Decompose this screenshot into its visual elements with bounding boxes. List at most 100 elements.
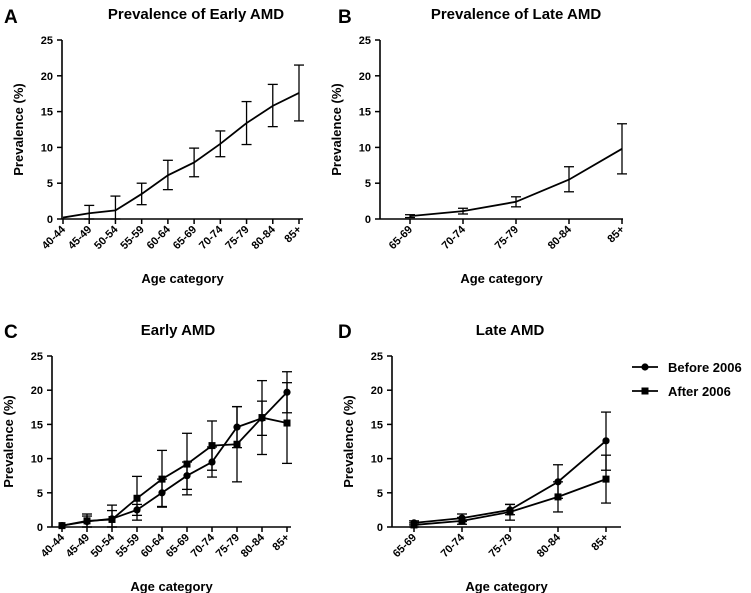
y-tick-label: 25 [41,35,53,47]
x-tick-label: 75-79 [214,532,242,560]
chart-title: Late AMD [476,322,545,339]
x-tick-label: 75-79 [223,224,251,252]
y-tick-label: 5 [47,178,53,190]
panel-letter: A [4,7,18,28]
x-tick-label: 85+ [605,224,627,246]
series-line [61,391,288,527]
x-tick-label: 45-49 [64,532,92,560]
x-tick-label: 65-69 [391,532,419,560]
x-axis-label: Age category [460,271,543,286]
series-after-2006 [58,379,292,530]
panel-c: C Early AMD 0 5 10 15 20 25 40-4445-4950-5455-59… [1,322,292,593]
x-tick-label: 75-79 [487,532,515,560]
chart-title: Prevalence of Early AMD [108,6,284,23]
y-tick-label: 20 [371,385,383,397]
data-point [158,475,166,483]
data-point [83,517,91,525]
series-after-2006 [409,454,611,529]
x-tick-label: 40-44 [40,223,69,252]
y-axis-label: Prevalence (%) [11,83,26,176]
legend-marker-circle [641,363,649,371]
y-axis-label: Prevalence (%) [1,395,16,488]
x-tick-label: 75-79 [493,224,521,252]
y-tick-label: 0 [37,522,43,534]
panel-letter: D [338,322,352,343]
data-point [506,508,514,516]
y-tick-label: 0 [365,214,371,226]
x-tick-label: 50-54 [92,223,121,252]
data-point [208,442,216,450]
y-tick-label: 15 [371,419,383,431]
data-point [458,517,466,525]
y-tick-label: 25 [31,351,43,363]
legend-label: After 2006 [668,384,731,399]
x-tick-label: 60-64 [145,223,174,252]
y-tick-label: 5 [37,488,43,500]
x-axis-label: Age category [130,579,213,593]
x-tick-label: 40-44 [39,531,68,560]
x-tick-label: 70-74 [197,223,226,252]
series-early-amd [62,64,304,220]
x-tick-label: 85+ [589,532,611,554]
y-tick-label: 15 [359,107,371,119]
x-tick-label: 45-49 [66,224,94,252]
series-line [62,92,300,219]
data-point [133,494,141,502]
y-tick-label: 10 [371,454,383,466]
y-tick-label: 10 [359,142,371,154]
x-axis-label: Age category [141,271,224,286]
data-point [602,475,610,483]
legend-label: Before 2006 [668,360,742,375]
chart-title: Early AMD [141,322,216,339]
data-point [58,522,66,530]
x-tick-label: 65-69 [171,224,199,252]
x-tick-label: 55-59 [114,532,142,560]
x-tick-label: 70-74 [440,223,469,252]
y-tick-label: 5 [365,178,371,190]
data-point [554,493,562,501]
y-tick-label: 25 [359,35,371,47]
data-point [183,460,191,468]
x-tick-label: 80-84 [546,223,575,252]
data-point [258,414,266,422]
y-tick-label: 5 [377,488,383,500]
x-tick-label: 60-64 [139,531,168,560]
x-tick-label: 85+ [282,224,304,246]
x-tick-label: 80-84 [250,223,279,252]
x-tick-label: 70-74 [439,531,468,560]
x-tick-label: 65-69 [164,532,192,560]
x-tick-label: 85+ [270,532,292,554]
y-tick-label: 0 [47,214,53,226]
y-tick-label: 20 [359,71,371,83]
series-line [61,416,288,527]
panel-letter: C [4,322,18,343]
y-tick-label: 0 [377,522,383,534]
legend: Before 2006 After 2006 [632,360,742,399]
x-tick-label: 70-74 [189,531,218,560]
data-point [410,521,418,529]
x-axis-label: Age category [465,579,548,593]
series-late-amd [405,123,627,219]
x-tick-label: 50-54 [89,531,118,560]
series-before-2006 [58,371,292,530]
y-tick-label: 20 [31,385,43,397]
x-tick-label: 80-84 [535,531,564,560]
data-point [108,515,116,523]
data-point [233,440,241,448]
x-tick-label: 80-84 [239,531,268,560]
x-tick-label: 55-59 [118,224,146,252]
y-tick-label: 15 [31,419,43,431]
legend-marker-square [641,387,649,395]
data-point [602,437,610,445]
panel-d: D Late AMD 0 5 10 15 20 25 65-69 70-74 75-79 80-84 8… [338,322,742,593]
y-tick-label: 25 [371,351,383,363]
y-tick-label: 10 [41,142,53,154]
data-point [283,419,291,427]
y-axis-label: Prevalence (%) [341,395,356,488]
y-tick-label: 10 [31,454,43,466]
panel-a: A Prevalence of Early AMD 0 5 10 15 20 25 40-444… [4,6,304,286]
y-tick-label: 15 [41,107,53,119]
y-tick-label: 20 [41,71,53,83]
x-tick-label: 65-69 [387,224,415,252]
